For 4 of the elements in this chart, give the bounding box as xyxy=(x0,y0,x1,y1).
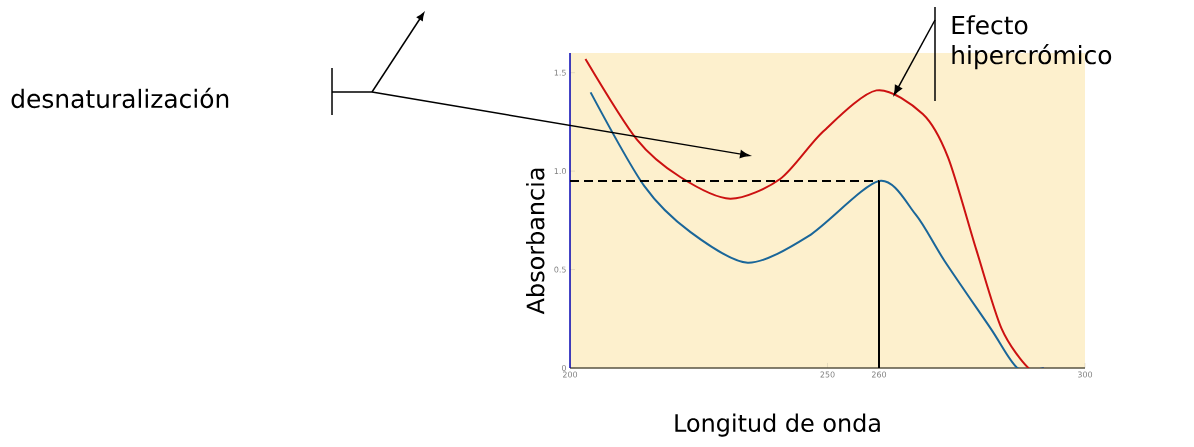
annotation: Efecto hipercrómico xyxy=(952,15,1112,70)
y-axis-title: Absorbancia xyxy=(526,168,545,315)
text: desnaturalización xyxy=(11,87,229,109)
x-axis-title: Longitud de onda xyxy=(675,413,880,437)
